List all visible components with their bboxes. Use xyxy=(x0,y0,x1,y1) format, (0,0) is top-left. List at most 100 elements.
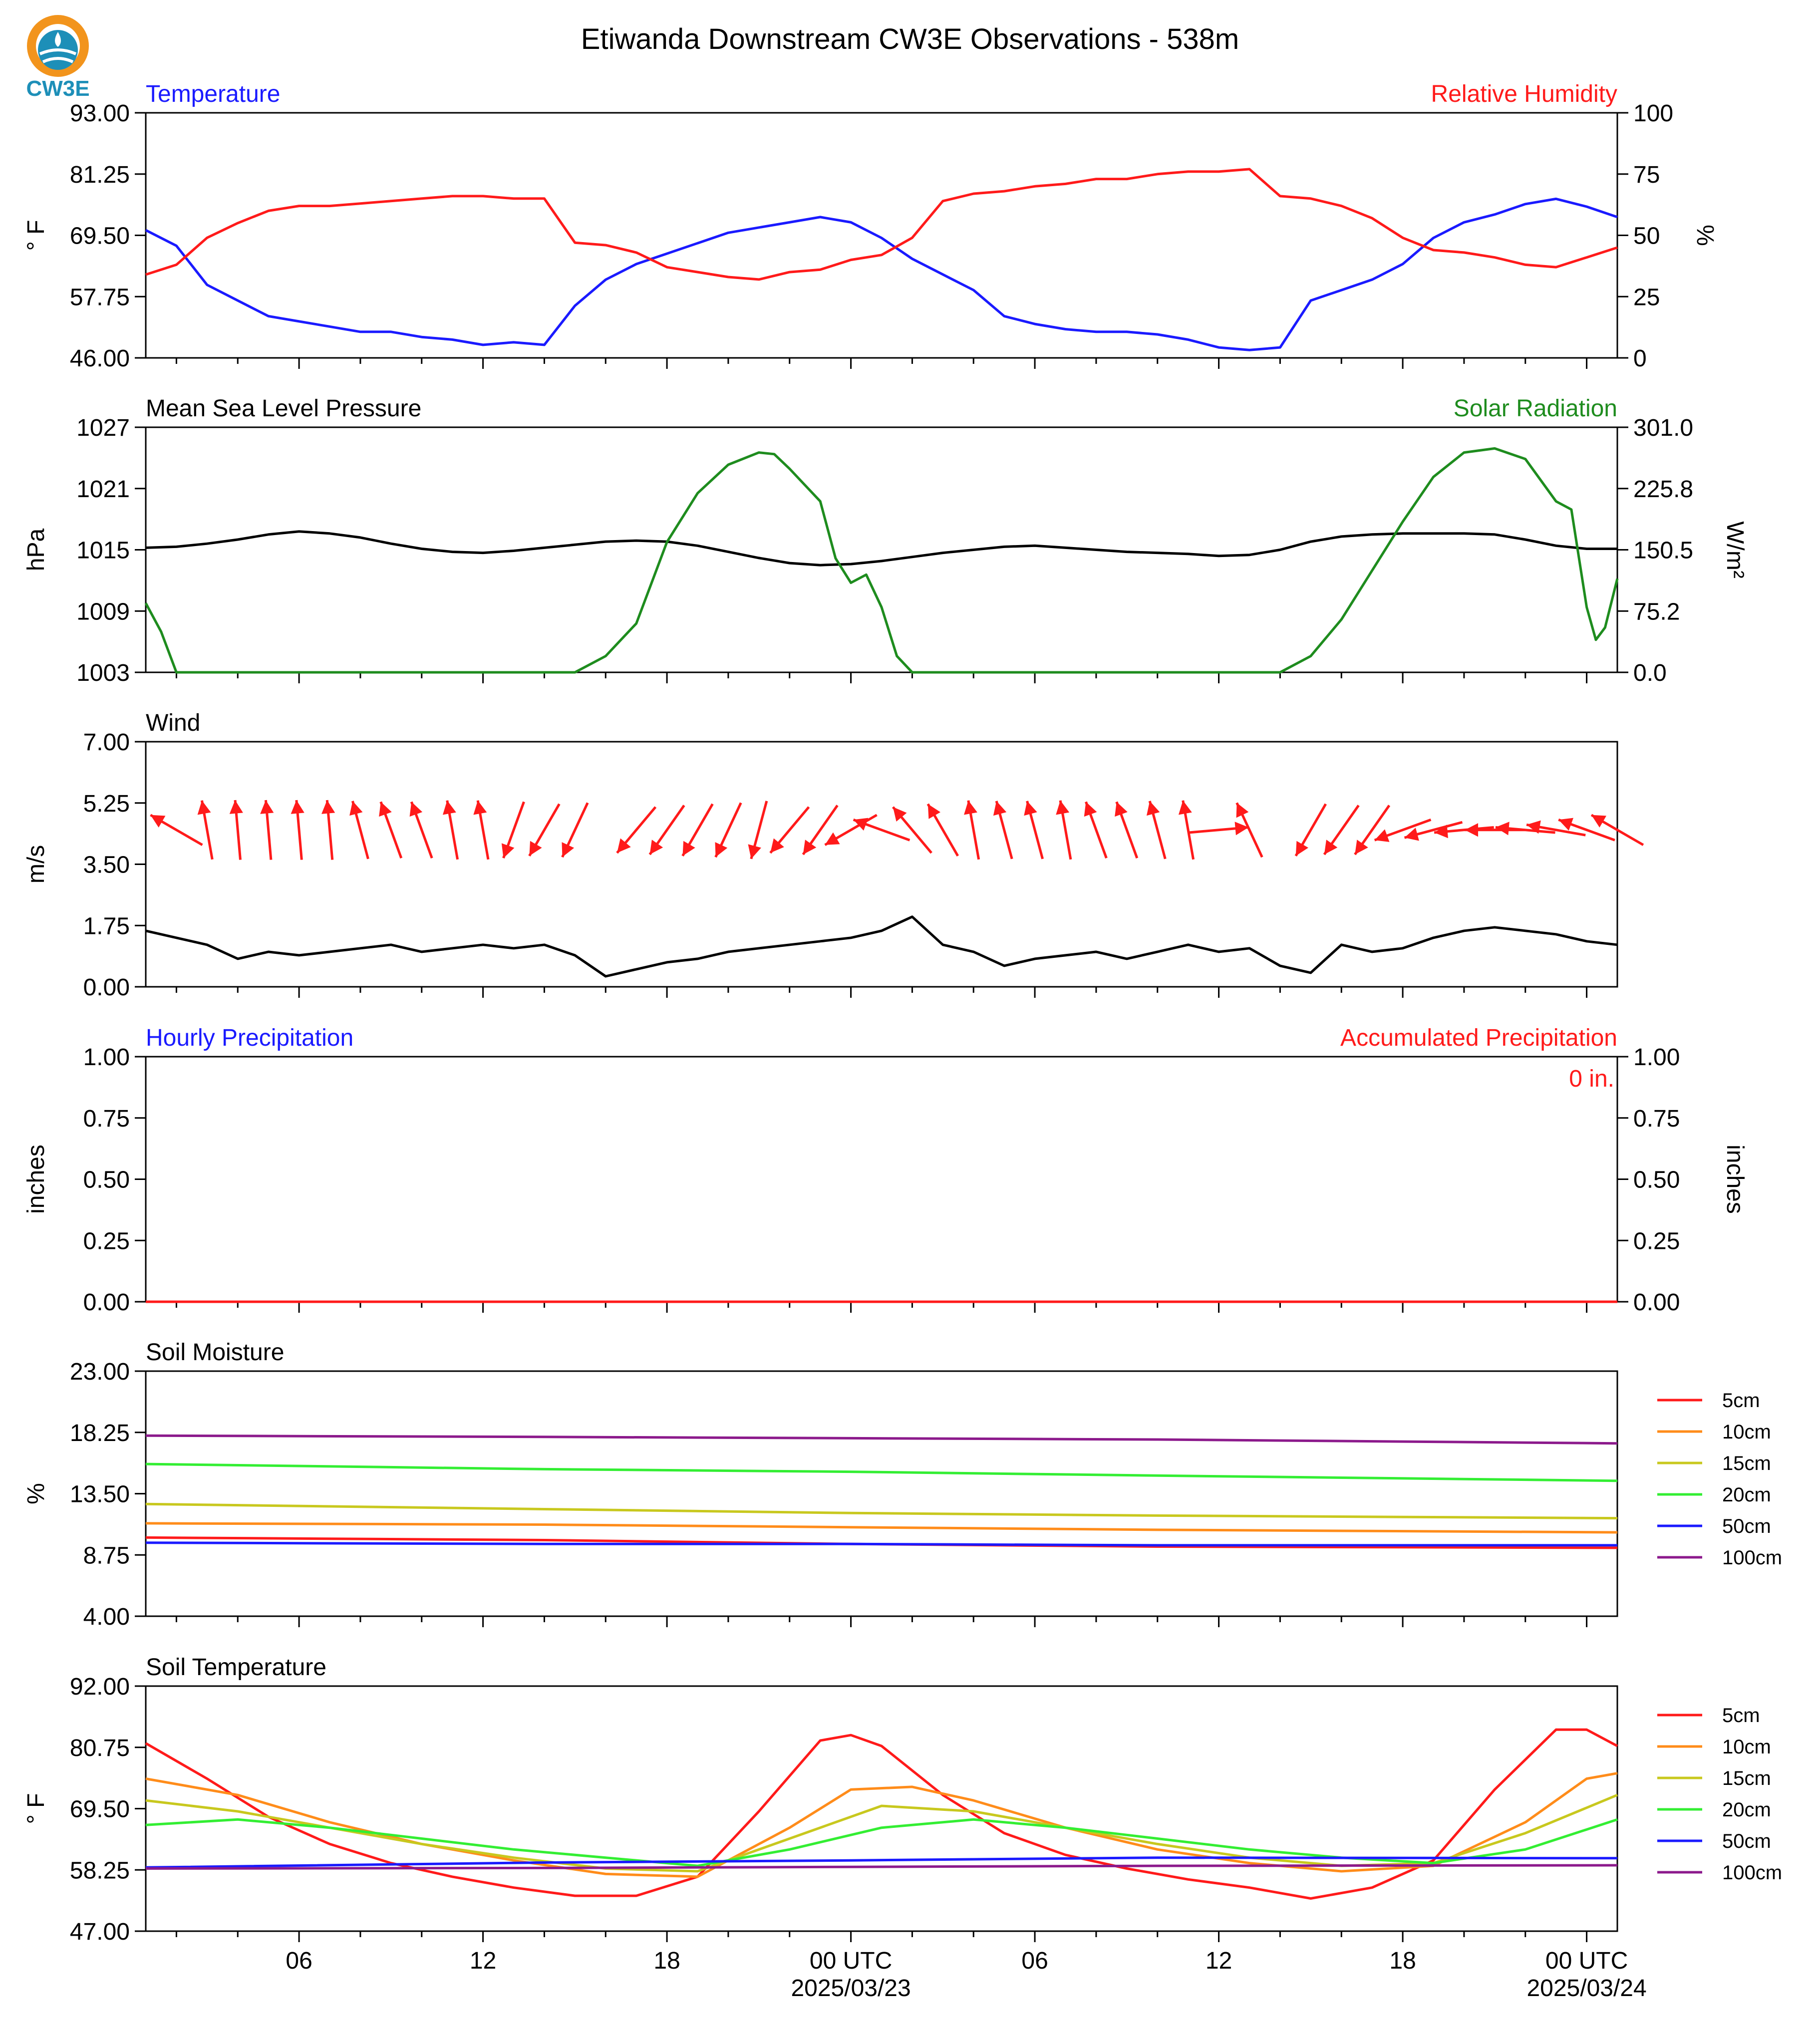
logo-text: CW3E xyxy=(26,76,89,101)
wind-arrow-head xyxy=(853,818,869,831)
wind-arrow-head xyxy=(1295,841,1308,856)
series-line-15cm xyxy=(145,1502,1618,1520)
wind-arrow-head xyxy=(1495,822,1510,836)
wind-arrow-head xyxy=(150,815,166,828)
y-tick-label: 1015 xyxy=(76,538,130,564)
wind-arrow-head xyxy=(964,800,977,815)
y-tick-label-right: 301.0 xyxy=(1633,415,1693,441)
legend-label: 20cm xyxy=(1722,1799,1771,1821)
y-tick-label-right: 25 xyxy=(1633,284,1660,310)
legend-label: 20cm xyxy=(1722,1484,1771,1506)
y-tick-label: 1003 xyxy=(76,660,130,686)
wind-arrow-head xyxy=(1056,800,1070,815)
wind-arrow-head xyxy=(825,832,840,845)
y-tick-label: 92.00 xyxy=(70,1674,130,1700)
x-tick-label: 00 UTC xyxy=(1545,1948,1628,1974)
wind-arrow-head xyxy=(927,804,940,819)
panel-title-left: Soil Moisture xyxy=(146,1339,284,1366)
wind-arrow-head xyxy=(473,800,487,815)
y-tick-label: 69.50 xyxy=(70,1796,130,1823)
wind-arrow-head xyxy=(260,800,274,814)
y-tick-label: 57.75 xyxy=(70,284,130,310)
y-tick-label-right: 0.25 xyxy=(1633,1228,1680,1254)
wind-arrow-head xyxy=(682,841,695,856)
y-tick-label: 23.00 xyxy=(70,1359,130,1385)
y-axis-label-right: inches xyxy=(1722,1145,1748,1214)
wind-arrow-head xyxy=(1324,840,1338,855)
legend-label: 10cm xyxy=(1722,1421,1771,1443)
y-axis-label: ° F xyxy=(23,220,49,251)
panel-precipitation: Hourly Precipitation Accumulated Precipit… xyxy=(23,1025,1748,1316)
wind-arrow-head xyxy=(1558,818,1573,831)
y-tick-label: 18.25 xyxy=(70,1420,130,1447)
y-tick-label: 58.25 xyxy=(70,1857,130,1884)
x-date-label: 2025/03/24 xyxy=(1526,1975,1646,2002)
y-tick-label: 5.25 xyxy=(83,791,130,817)
wind-arrow-head xyxy=(803,840,817,855)
x-date-label: 2025/03/23 xyxy=(791,1975,910,2002)
panel-soil_moisture: Soil Moisture 23.00 18.25 13.50 8.75 4.00% 5cm… xyxy=(23,1339,1782,1630)
wind-arrow-head xyxy=(1236,803,1249,818)
x-tick-label: 06 xyxy=(1021,1948,1048,1974)
panel-title-right: Accumulated Precipitation xyxy=(1340,1025,1617,1051)
y-tick-label-right: 75.2 xyxy=(1633,598,1680,625)
panel-title-left: Hourly Precipitation xyxy=(146,1025,353,1051)
panel-soil_temperature: Soil Temperature 92.00 80.75 69.50 58.25 47.0… xyxy=(23,1654,1782,2002)
series-line-blue xyxy=(145,197,1618,351)
y-tick-label: 1009 xyxy=(76,598,130,625)
y-tick-label: 1.75 xyxy=(83,913,130,939)
y-tick-label: 4.00 xyxy=(83,1604,130,1630)
y-tick-label-right: 0 xyxy=(1633,345,1647,372)
y-tick-label: 1.00 xyxy=(83,1044,130,1071)
legend: 5cm 10cm 15cm 20cm 50cm 100cm xyxy=(1657,1705,1782,1884)
wind-arrow-head xyxy=(1591,815,1606,828)
wind-arrow-head xyxy=(1374,829,1390,842)
y-tick-label-right: 0.75 xyxy=(1633,1106,1680,1132)
wind-arrow-head xyxy=(1404,828,1419,841)
y-tick-label: 8.75 xyxy=(83,1542,130,1569)
wind-arrow-head xyxy=(649,840,663,855)
wind-arrow-head xyxy=(715,842,728,858)
y-tick-label-right: 150.5 xyxy=(1633,538,1693,564)
x-tick-label: 06 xyxy=(286,1948,312,1974)
legend-label: 100cm xyxy=(1722,1547,1782,1569)
y-tick-label: 1021 xyxy=(76,476,130,503)
y-axis-label: % xyxy=(23,1483,49,1504)
wind-arrow-head xyxy=(501,843,515,859)
series-line-20cm xyxy=(145,1462,1618,1482)
y-tick-label: 46.00 xyxy=(70,345,130,372)
panel-title-left: Wind xyxy=(146,710,200,736)
series-line-black xyxy=(145,530,1617,567)
series-line-20cm xyxy=(145,1818,1618,1867)
panel-title-right: Solar Radiation xyxy=(1454,395,1617,422)
y-axis-label-right: W/m² xyxy=(1722,521,1748,579)
wind-arrow-head xyxy=(1434,825,1448,839)
wind-arrow-head xyxy=(1465,823,1479,837)
cw3e-logo: CW3E xyxy=(26,15,90,101)
wind-arrow-head xyxy=(349,801,363,816)
legend-label: 15cm xyxy=(1722,1767,1771,1789)
y-tick-label-right: 225.8 xyxy=(1633,476,1693,503)
y-tick-label-right: 0.00 xyxy=(1633,1289,1680,1316)
panel-title-left: Soil Temperature xyxy=(146,1654,326,1681)
legend-label: 15cm xyxy=(1722,1452,1771,1474)
series-line-10cm xyxy=(145,1522,1618,1534)
wind-arrow-head xyxy=(1024,801,1037,816)
series-line-black xyxy=(145,915,1618,978)
wind-arrow-head xyxy=(562,842,575,858)
y-tick-label-right: 50 xyxy=(1633,223,1660,250)
legend-label: 5cm xyxy=(1722,1390,1760,1412)
wind-arrow-head xyxy=(197,800,211,815)
y-tick-label-right: 1.00 xyxy=(1633,1044,1680,1071)
panel-annotation: 0 in. xyxy=(1569,1066,1614,1092)
wind-arrow-head xyxy=(893,807,907,822)
x-tick-label: 18 xyxy=(1389,1948,1416,1974)
panels: Temperature Relative Humidity 93.00 81.25 69… xyxy=(23,81,1782,2002)
wind-arrow-head xyxy=(770,838,784,853)
x-tick-label: 12 xyxy=(1206,1948,1232,1974)
legend: 5cm 10cm 15cm 20cm 50cm 100cm xyxy=(1657,1390,1782,1569)
x-tick-label: 12 xyxy=(470,1948,496,1974)
y-axis-label: inches xyxy=(23,1145,49,1214)
y-tick-label: 7.00 xyxy=(83,729,130,756)
